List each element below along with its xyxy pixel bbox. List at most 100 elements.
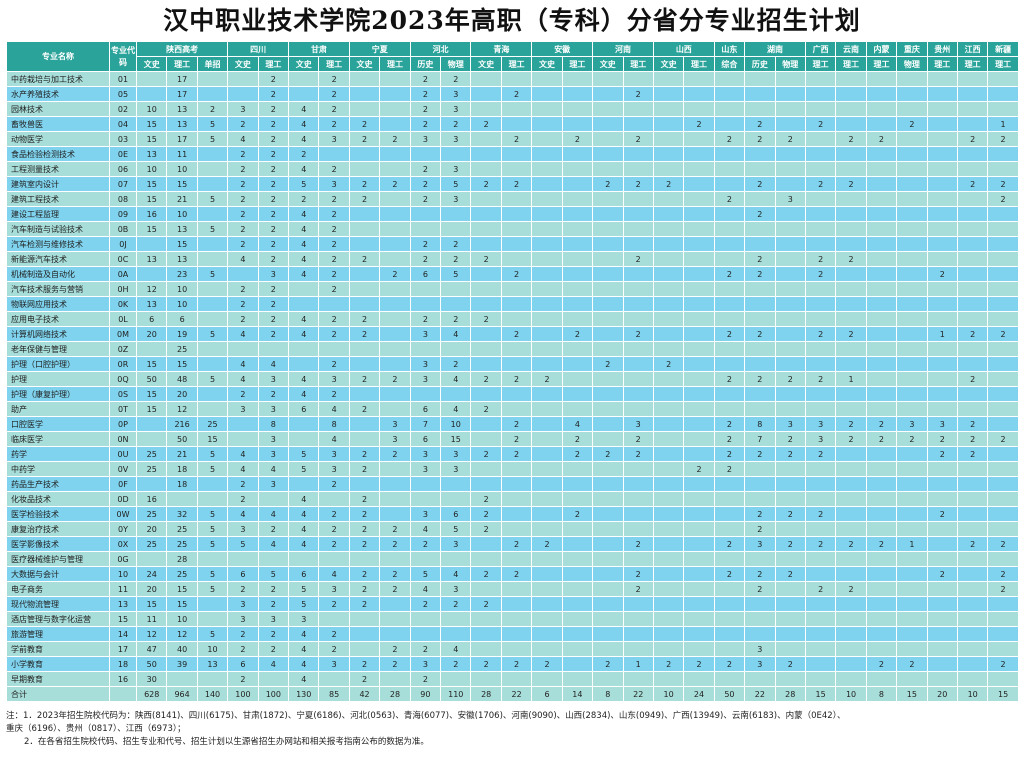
quota-cell: 2 (500, 536, 533, 552)
quota-cell: 2 (318, 536, 350, 552)
table-row: 助产 0T 15 12 3 3 6 4 2 6 4 2 (6, 401, 1019, 417)
quota-cell (531, 131, 563, 147)
quota-cell (531, 146, 563, 162)
quota-cell (592, 611, 624, 627)
quota-cell (561, 371, 594, 387)
quota-cell: 15 (166, 176, 198, 192)
quota-cell (774, 611, 806, 627)
quota-cell: 2 (531, 371, 563, 387)
quota-cell (592, 371, 624, 387)
quota-cell (592, 326, 624, 342)
major-code-cell: 0U (109, 446, 137, 462)
quota-cell (622, 101, 654, 117)
table-row: 建筑室内设计 07 15 15 2 2 5 3 2 2 2 5 2 2 2 2 2 2 2 2 2 2 (6, 176, 1019, 192)
quota-cell (531, 491, 563, 507)
quota-cell: 6 (227, 656, 259, 672)
quota-cell (683, 581, 715, 597)
quota-cell (987, 461, 1019, 477)
total-cell: 22 (622, 686, 654, 702)
quota-cell (622, 206, 654, 222)
quota-cell (683, 86, 715, 102)
quota-cell: 3 (622, 416, 654, 432)
quota-cell (956, 206, 989, 222)
major-code-cell: 10 (109, 566, 137, 582)
quota-cell (531, 641, 563, 657)
quota-cell (896, 191, 928, 207)
quota-cell: 2 (987, 191, 1019, 207)
quota-cell (561, 386, 594, 402)
quota-cell: 2 (835, 176, 867, 192)
province-header: 广西 (804, 41, 837, 57)
quota-cell (288, 296, 320, 312)
quota-cell: 2 (348, 191, 381, 207)
quota-cell: 2 (926, 566, 958, 582)
quota-cell: 2 (926, 266, 958, 282)
total-cell: 628 (135, 686, 168, 702)
quota-cell (196, 611, 229, 627)
quota-cell: 2 (348, 251, 381, 267)
quota-cell: 25 (166, 566, 198, 582)
quota-cell: 2 (622, 131, 654, 147)
quota-cell (531, 311, 563, 327)
quota-cell: 4 (288, 101, 320, 117)
quota-cell: 5 (196, 461, 229, 477)
quota-cell (713, 311, 746, 327)
quota-cell (896, 341, 928, 357)
quota-cell: 2 (196, 101, 229, 117)
quota-cell: 2 (257, 71, 290, 87)
quota-cell (926, 191, 958, 207)
major-name-cell: 汽车技术服务与营销 (6, 281, 110, 297)
quota-cell: 2 (744, 566, 776, 582)
quota-cell: 1 (622, 656, 654, 672)
quota-cell (774, 461, 806, 477)
quota-cell (926, 371, 958, 387)
quota-cell (774, 491, 806, 507)
quota-cell (135, 86, 168, 102)
quota-cell: 3 (440, 86, 472, 102)
quota-cell: 4 (440, 641, 472, 657)
quota-cell (196, 356, 229, 372)
quota-cell: 2 (470, 506, 502, 522)
quota-cell: 12 (135, 281, 168, 297)
quota-cell (865, 611, 898, 627)
quota-cell: 2 (409, 71, 442, 87)
quota-cell: 2 (956, 326, 989, 342)
quota-cell: 4 (288, 491, 320, 507)
quota-cell: 3 (257, 611, 290, 627)
quota-cell: 20 (135, 326, 168, 342)
quota-cell: 2 (348, 521, 381, 537)
quota-cell (561, 476, 594, 492)
quota-cell (379, 476, 411, 492)
quota-cell (348, 146, 381, 162)
major-name-cell: 食品检验检测技术 (6, 146, 110, 162)
quota-cell (987, 101, 1019, 117)
quota-cell: 4 (288, 221, 320, 237)
quota-cell: 2 (257, 161, 290, 177)
quota-cell (683, 326, 715, 342)
quota-cell (835, 191, 867, 207)
table-row: 康复治疗技术 0Y 20 25 5 3 2 4 2 2 2 4 5 2 2 (6, 521, 1019, 537)
quota-cell: 4 (288, 656, 320, 672)
quota-cell (744, 146, 776, 162)
quota-cell (348, 221, 381, 237)
quota-cell (652, 101, 685, 117)
quota-cell: 3 (744, 641, 776, 657)
quota-cell (987, 161, 1019, 177)
quota-cell: 2 (470, 446, 502, 462)
quota-cell (744, 311, 776, 327)
quota-cell: 3 (409, 371, 442, 387)
quota-cell (926, 611, 958, 627)
quota-cell (835, 206, 867, 222)
province-header: 河北 (409, 41, 472, 57)
major-name-cell: 汽车制造与试验技术 (6, 221, 110, 237)
major-code-cell: 18 (109, 656, 137, 672)
quota-cell: 3 (409, 356, 442, 372)
quota-cell (592, 116, 624, 132)
quota-cell (804, 161, 837, 177)
quota-cell: 4 (409, 521, 442, 537)
major-name-cell: 学前教育 (6, 641, 110, 657)
quota-cell (561, 641, 594, 657)
quota-cell (926, 656, 958, 672)
quota-cell (926, 401, 958, 417)
quota-cell (865, 326, 898, 342)
